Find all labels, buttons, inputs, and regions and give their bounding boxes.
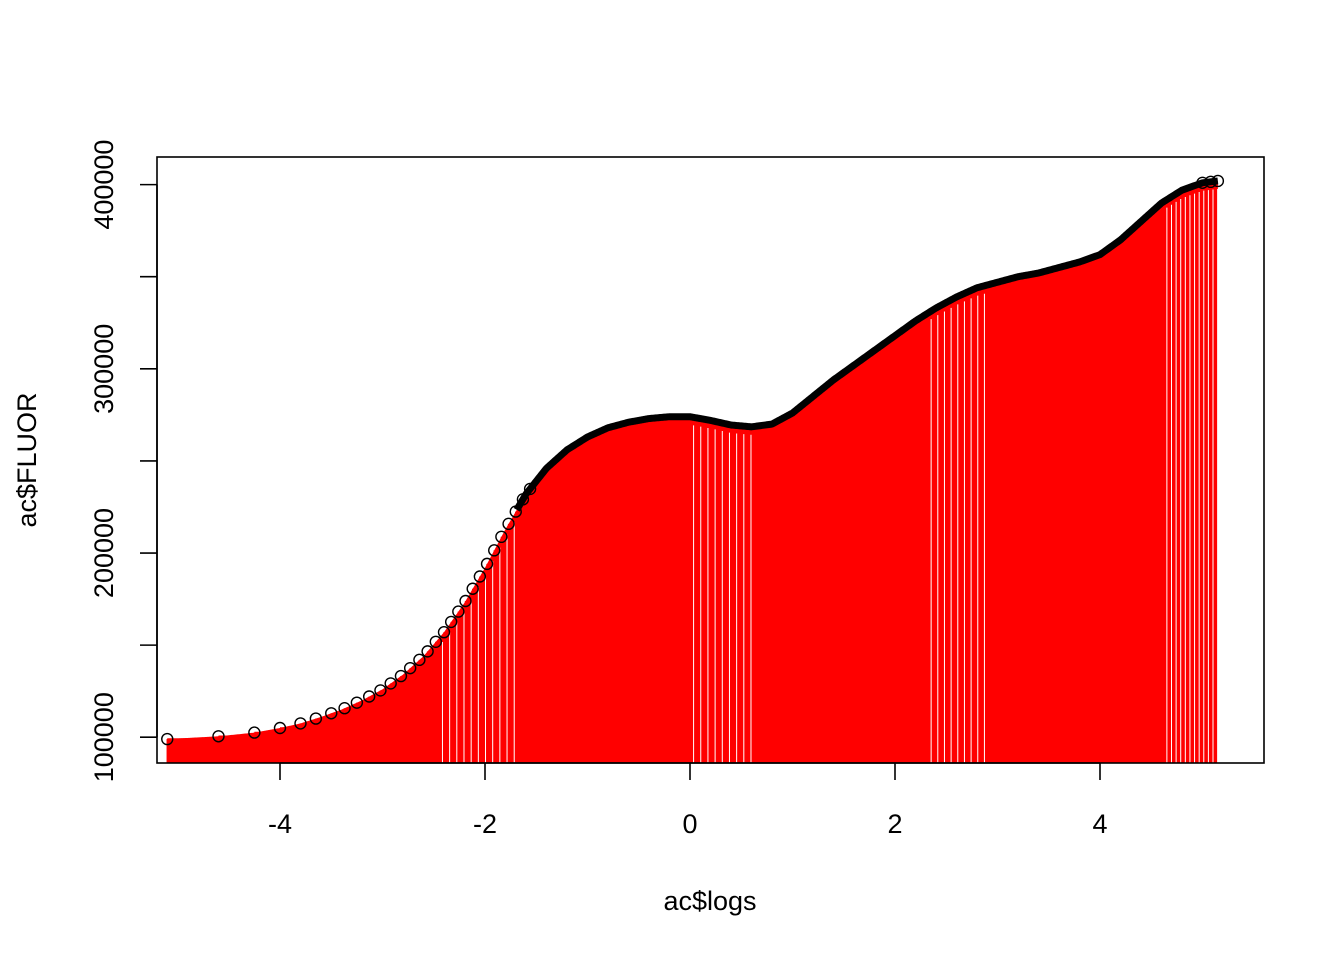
point-marker (1204, 175, 1217, 189)
point-marker (394, 669, 408, 683)
x-tick-label: 4 (1092, 809, 1107, 839)
point-marker (161, 732, 174, 746)
point-marker (403, 661, 417, 675)
point-marker (502, 517, 515, 531)
drop-fill-area (167, 180, 1218, 763)
y-axis-title: ac$FLUOR (12, 392, 42, 527)
point-marker (325, 707, 338, 720)
point-marker (523, 482, 537, 496)
point-markers (161, 174, 1225, 746)
point-marker (294, 717, 307, 730)
curve-line (513, 177, 1221, 512)
point-marker (212, 730, 225, 743)
point-marker (509, 505, 522, 518)
point-marker (466, 582, 479, 595)
point-marker (452, 605, 465, 618)
x-tick-label: -4 (268, 809, 292, 839)
point-marker (421, 645, 434, 658)
y-tick-label: 100000 (89, 692, 119, 782)
point-marker (437, 626, 451, 639)
drop-lines (166, 180, 1219, 763)
point-marker (384, 677, 397, 690)
point-marker (338, 702, 351, 715)
x-tick-label: -2 (473, 809, 497, 839)
point-marker (374, 684, 387, 697)
x-tick-label: 0 (682, 809, 697, 839)
point-marker (248, 726, 261, 739)
x-tick-label: 2 (887, 809, 902, 839)
point-marker (473, 570, 487, 583)
point-marker (459, 594, 472, 608)
point-marker (516, 493, 530, 506)
point-marker (1196, 176, 1209, 189)
point-marker (480, 557, 494, 571)
y-axis: 100000 200000 300000 400000 (89, 140, 158, 782)
point-marker (413, 653, 426, 667)
x-axis-title: ac$logs (663, 886, 756, 916)
x-axis: -4 -2 0 2 4 (268, 762, 1108, 839)
point-marker (362, 690, 376, 703)
point-marker (495, 530, 508, 544)
y-tick-label: 400000 (89, 140, 119, 230)
point-marker (309, 712, 323, 725)
point-marker (488, 544, 501, 557)
point-marker (1211, 174, 1225, 188)
point-marker (444, 615, 458, 629)
point-marker (350, 696, 364, 709)
point-marker (429, 635, 442, 648)
y-tick-label: 300000 (89, 324, 119, 414)
y-tick-label: 200000 (89, 508, 119, 598)
point-marker (273, 721, 287, 735)
